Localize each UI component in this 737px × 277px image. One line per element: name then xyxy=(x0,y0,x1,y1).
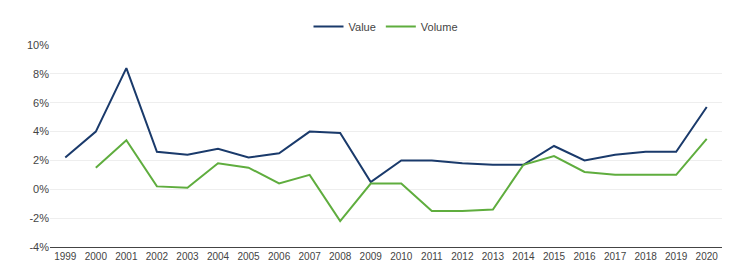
svg-text:2017: 2017 xyxy=(604,251,627,262)
svg-text:10%: 10% xyxy=(27,39,49,51)
svg-text:2008: 2008 xyxy=(329,251,352,262)
svg-text:2007: 2007 xyxy=(299,251,322,262)
svg-text:2014: 2014 xyxy=(512,251,535,262)
svg-text:2016: 2016 xyxy=(573,251,596,262)
svg-text:2015: 2015 xyxy=(543,251,566,262)
svg-text:-4%: -4% xyxy=(29,241,49,253)
svg-text:1999: 1999 xyxy=(54,251,77,262)
svg-text:2011: 2011 xyxy=(421,251,443,262)
svg-text:2019: 2019 xyxy=(665,251,688,262)
svg-text:4%: 4% xyxy=(33,125,49,137)
svg-text:2010: 2010 xyxy=(390,251,413,262)
svg-text:Volume: Volume xyxy=(421,21,458,33)
svg-text:2004: 2004 xyxy=(207,251,230,262)
svg-text:2003: 2003 xyxy=(176,251,199,262)
svg-text:2009: 2009 xyxy=(360,251,383,262)
svg-text:2020: 2020 xyxy=(696,251,719,262)
svg-text:2000: 2000 xyxy=(85,251,108,262)
svg-text:2013: 2013 xyxy=(482,251,505,262)
svg-text:-2%: -2% xyxy=(29,212,49,224)
svg-text:0%: 0% xyxy=(33,183,49,195)
svg-text:2%: 2% xyxy=(33,154,49,166)
svg-text:2012: 2012 xyxy=(451,251,474,262)
svg-text:2005: 2005 xyxy=(237,251,260,262)
svg-text:6%: 6% xyxy=(33,97,49,109)
svg-text:2018: 2018 xyxy=(635,251,658,262)
svg-text:2001: 2001 xyxy=(115,251,138,262)
svg-text:8%: 8% xyxy=(33,68,49,80)
svg-text:2006: 2006 xyxy=(268,251,291,262)
svg-text:Value: Value xyxy=(349,21,376,33)
svg-text:2002: 2002 xyxy=(146,251,169,262)
